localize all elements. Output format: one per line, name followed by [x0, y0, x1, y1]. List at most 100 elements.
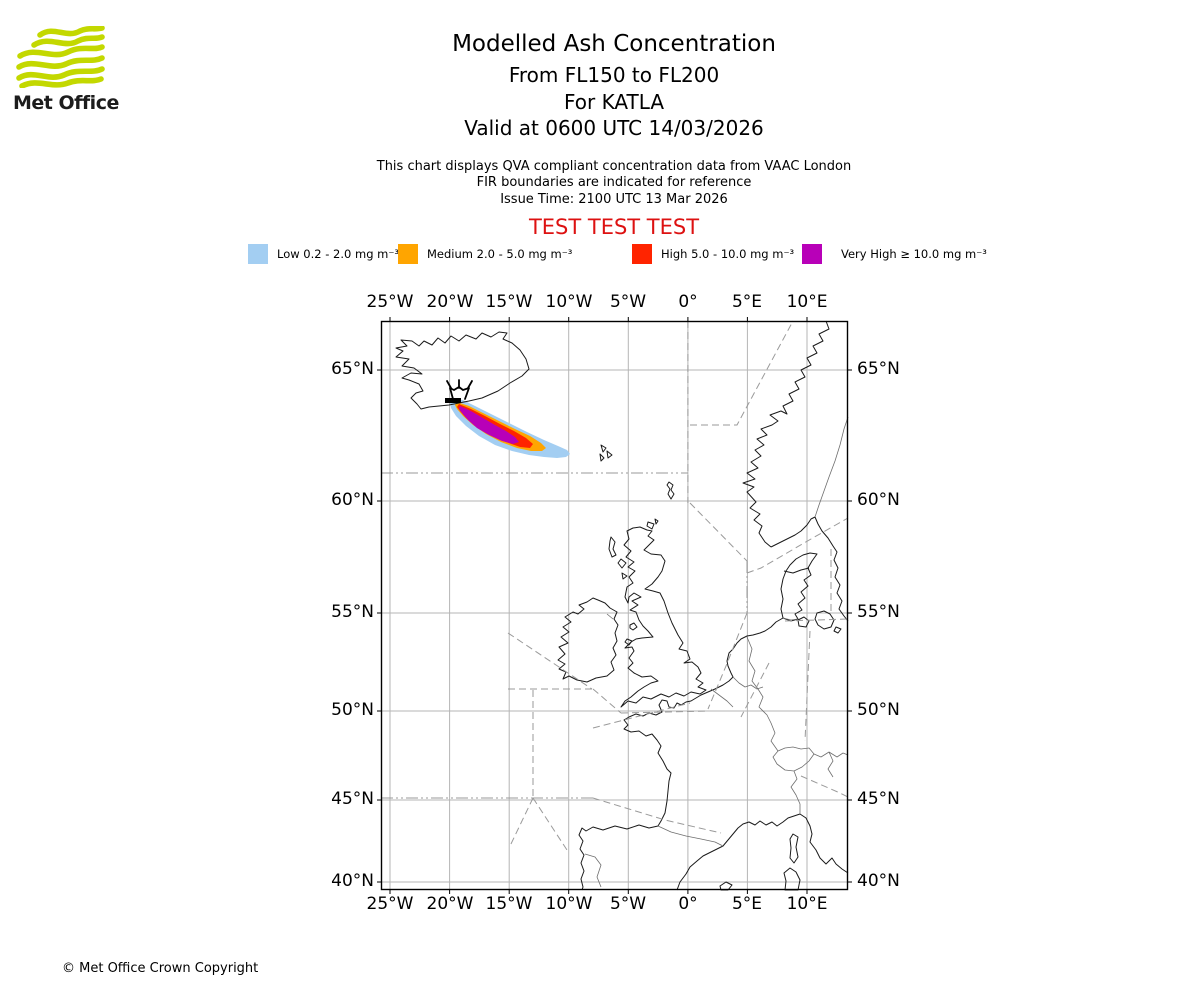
- ytick-left: 40°N: [331, 871, 374, 891]
- xtick-top: 15°W: [485, 292, 533, 312]
- ytick-left: 65°N: [331, 359, 374, 379]
- coast-skagerrak: [770, 516, 849, 622]
- legend-label-medium: Medium 2.0 - 5.0 mg m⁻³: [427, 247, 573, 261]
- coast-shetland: [666, 481, 675, 500]
- coast-faroe: [599, 444, 613, 462]
- country-borders: [584, 416, 849, 888]
- coast-corsica: [789, 833, 799, 864]
- fir-shannon-south: [507, 632, 593, 690]
- ash-plume-very-high: [459, 406, 519, 444]
- legend-label-low: Low 0.2 - 2.0 mg m⁻³: [277, 247, 400, 261]
- ash-concentration-map: [377, 317, 852, 894]
- fir-london-east: [707, 612, 748, 710]
- border-alps-east: [813, 751, 849, 778]
- border-spain-portugal: [584, 853, 602, 888]
- ytick-right: 40°N: [857, 871, 900, 891]
- coast-zealand: [814, 610, 835, 630]
- legend-swatch-high: [632, 244, 652, 264]
- note-issue-time: Issue Time: 2100 UTC 13 Mar 2026: [500, 192, 728, 207]
- coast-skye: [617, 558, 627, 569]
- xtick-bottom: 20°W: [426, 894, 474, 914]
- legend-swatch-medium: [398, 244, 418, 264]
- ytick-left: 50°N: [331, 700, 374, 720]
- xtick-bottom: 5°W: [609, 894, 647, 914]
- border-switzerland: [772, 746, 815, 772]
- subtitle-valid-time: Valid at 0600 UTC 14/03/2026: [464, 116, 764, 140]
- volcano-eruption-rays: [446, 379, 473, 389]
- border-northern-ireland: [606, 613, 614, 620]
- coast-isle-of-man: [629, 622, 638, 631]
- ytick-right: 60°N: [857, 490, 900, 510]
- fir-north-sea-diagonal: [689, 502, 748, 562]
- note-qva: This chart displays QVA compliant concen…: [376, 159, 852, 174]
- volcano-marker: [445, 379, 473, 403]
- coast-sardinia: [783, 867, 801, 891]
- coast-limfjord: [783, 567, 810, 574]
- fir-biscay-fork: [509, 797, 568, 851]
- subtitle-flight-levels: From FL150 to FL200: [508, 63, 720, 87]
- xtick-bottom: 10°E: [786, 894, 828, 914]
- xtick-bottom: 0°: [678, 894, 698, 914]
- coast-denmark: [780, 552, 818, 622]
- xtick-top: 25°W: [366, 292, 414, 312]
- fir-germany: [804, 630, 811, 742]
- border-norway-sweden: [814, 416, 849, 518]
- xtick-bottom: 5°E: [731, 894, 763, 914]
- coast-orkney: [646, 518, 659, 530]
- coast-mediterranean: [676, 813, 849, 891]
- copyright-notice: © Met Office Crown Copyright: [62, 961, 259, 976]
- axis-ticks: [377, 317, 852, 894]
- fir-skagerrak: [746, 517, 849, 574]
- subtitle-volcano: For KATLA: [564, 90, 664, 114]
- xtick-top: 10°W: [545, 292, 593, 312]
- legend-swatch-low: [248, 244, 268, 264]
- logo-waves: [16, 26, 105, 88]
- coast-norway: [742, 320, 830, 548]
- note-fir: FIR boundaries are indicated for referen…: [476, 175, 752, 190]
- fir-boundaries: [381, 320, 849, 851]
- ytick-right: 45°N: [857, 789, 900, 809]
- legend-swatch-very-high: [802, 244, 822, 264]
- fir-channel: [592, 688, 709, 714]
- xtick-top: 10°E: [786, 292, 828, 312]
- fir-france-east: [740, 662, 770, 718]
- coast-continent-west: [578, 617, 784, 891]
- coast-baltic-isle: [833, 626, 842, 634]
- xtick-top: 5°W: [609, 292, 647, 312]
- legend-label-very-high: Very High ≥ 10.0 mg m⁻³: [841, 247, 987, 261]
- ash-plume: [450, 399, 570, 458]
- border-france-italy: [790, 770, 801, 814]
- fir-copenhagen: [784, 549, 849, 622]
- volcano-base: [445, 398, 461, 403]
- coast-great-britain: [620, 526, 707, 708]
- test-banner: TEST TEST TEST: [528, 215, 700, 239]
- ytick-left: 60°N: [331, 490, 374, 510]
- fir-brest-north: [592, 702, 691, 729]
- border-rhine: [746, 636, 779, 752]
- map-frame: [377, 317, 852, 894]
- met-office-logo: [16, 26, 105, 88]
- border-germany-denmark: [782, 617, 799, 621]
- graticule-gridlines: [381, 321, 848, 890]
- coast-hebrides: [608, 536, 617, 558]
- xtick-top: 5°E: [731, 292, 763, 312]
- coast-funen: [797, 616, 810, 628]
- xtick-bottom: 15°W: [485, 894, 533, 914]
- fir-norway-sea: [690, 320, 794, 426]
- coast-mull: [621, 572, 628, 580]
- coast-ireland: [557, 597, 619, 683]
- ytick-left: 55°N: [331, 602, 374, 622]
- xtick-bottom: 25°W: [366, 894, 414, 914]
- xtick-top: 20°W: [426, 292, 474, 312]
- ytick-right: 65°N: [857, 359, 900, 379]
- volcano-cone: [449, 385, 470, 400]
- fir-barcelona: [592, 797, 722, 834]
- page-title: Modelled Ash Concentration: [452, 31, 776, 57]
- legend-label-high: High 5.0 - 10.0 mg m⁻³: [661, 247, 795, 261]
- ytick-right: 55°N: [857, 602, 900, 622]
- coast-anglesey: [624, 638, 633, 646]
- border-low-countries: [710, 676, 764, 708]
- ytick-right: 50°N: [857, 700, 900, 720]
- coast-iceland: [395, 331, 530, 410]
- xtick-bottom: 10°W: [545, 894, 593, 914]
